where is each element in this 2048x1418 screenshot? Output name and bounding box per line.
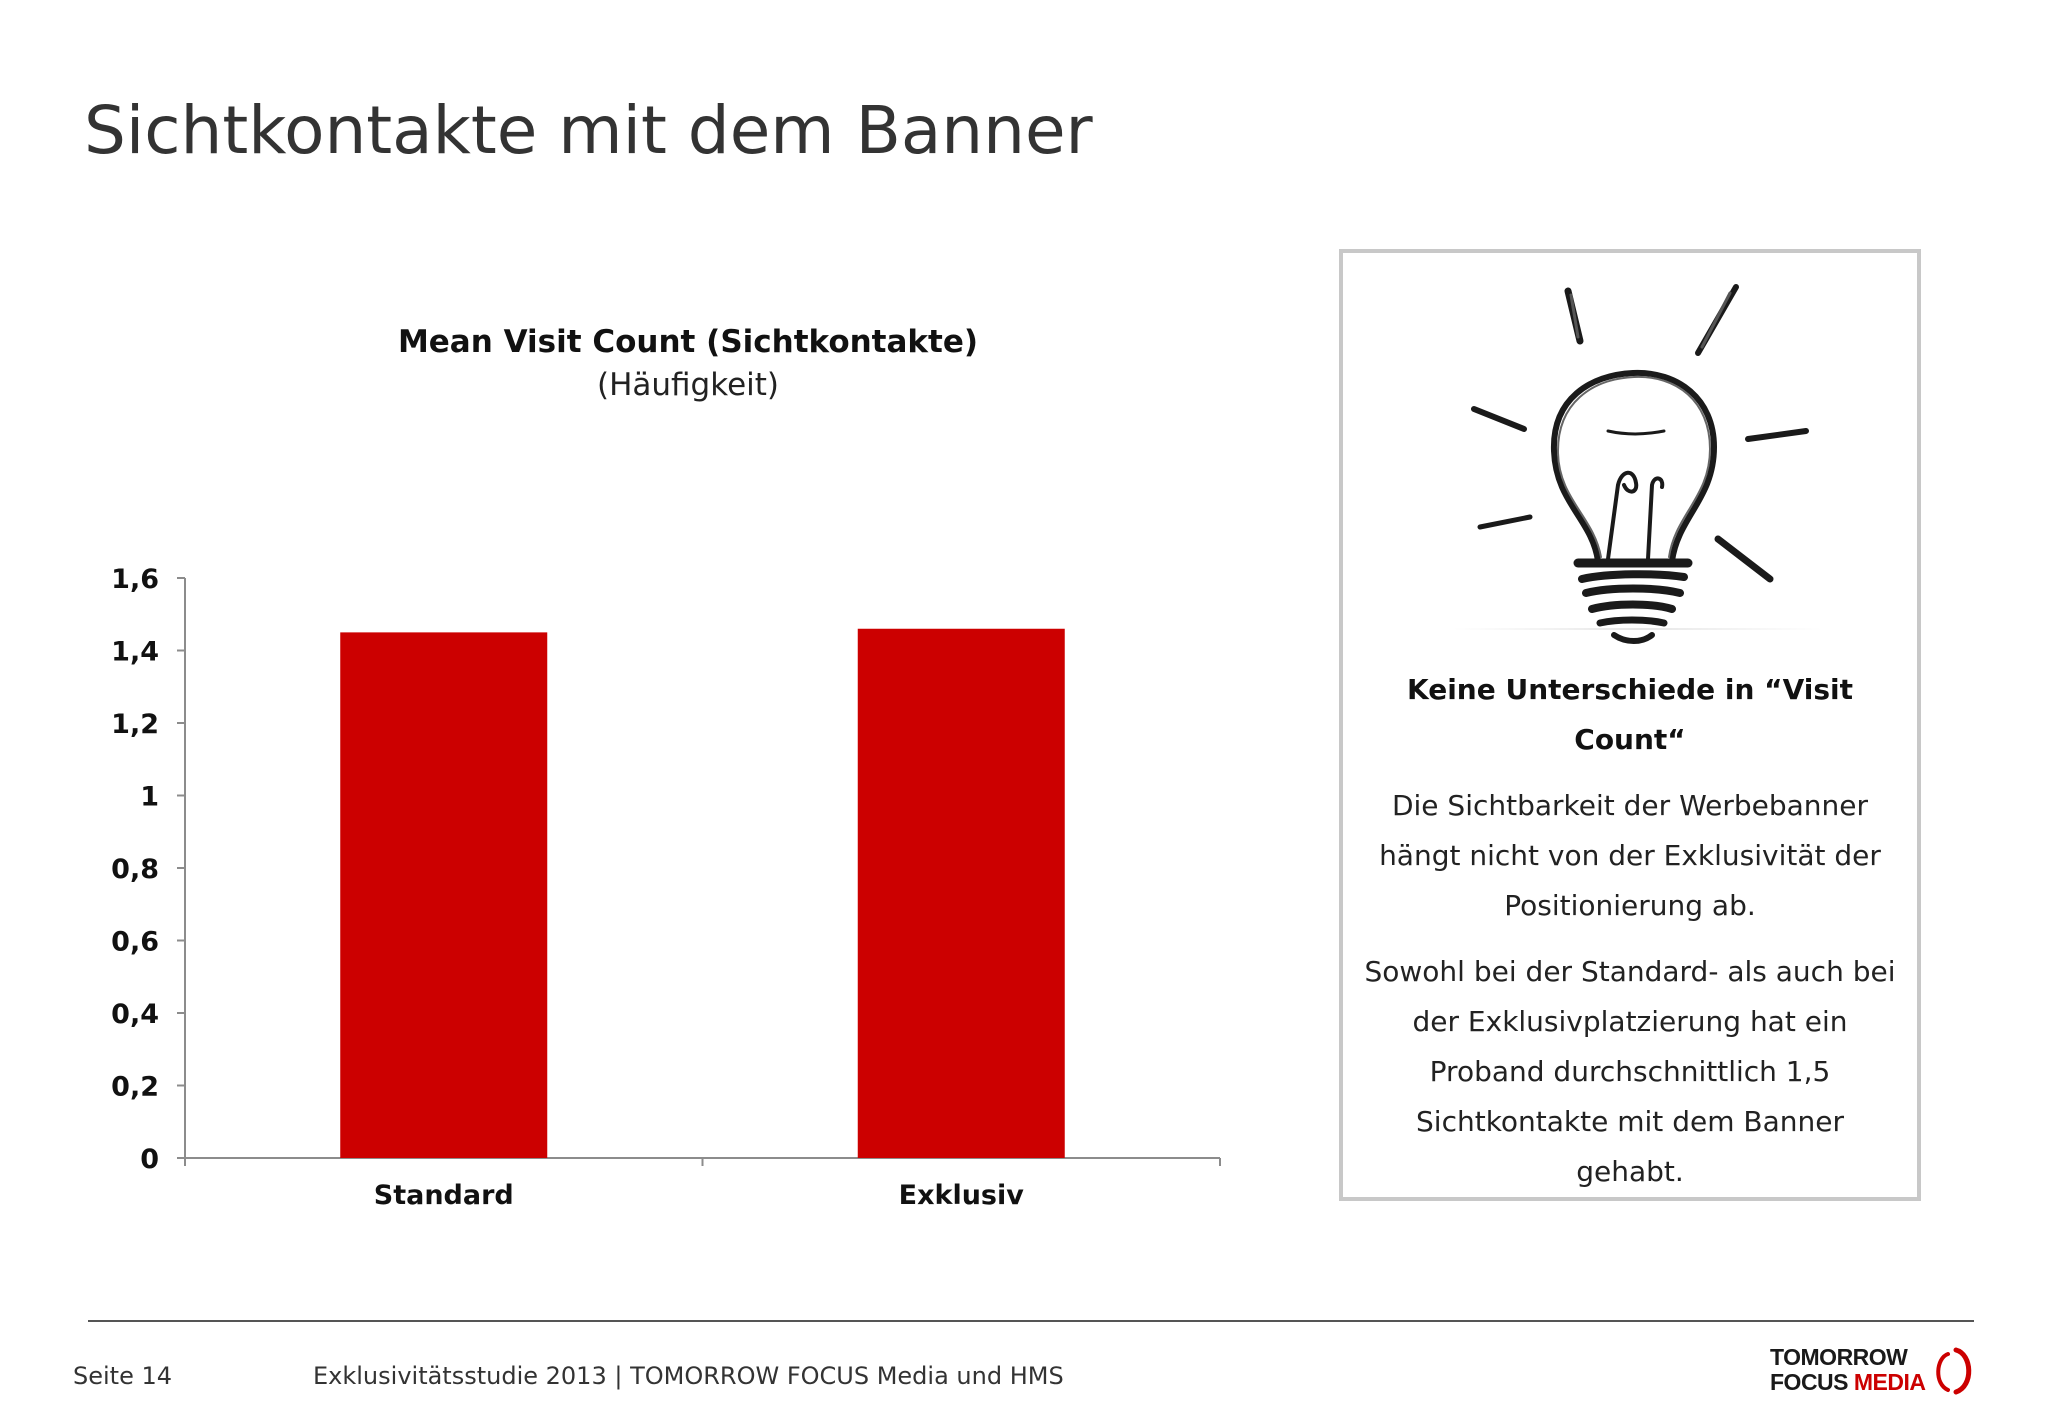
info-paragraph-1: Die Sichtbarkeit der Werbebanner hängt n…: [1379, 789, 1881, 922]
info-paragraph-2: Sowohl bei der Standard- als auch bei de…: [1364, 955, 1896, 1188]
logo-text-media: MEDIA: [1853, 1369, 1926, 1395]
x-category-label: Standard: [374, 1180, 514, 1211]
page-number: Seite 14: [73, 1362, 173, 1390]
bar-standard: [340, 632, 548, 1158]
y-tick-label: 0,2: [111, 1072, 159, 1103]
y-tick-label: 0,4: [111, 999, 159, 1030]
x-category-label: Exklusiv: [899, 1180, 1025, 1211]
chart-labels: 0 0,2 0,4 0,6 0,8 1 1,2 1,4 1,6 Standard Exklusiv: [111, 564, 1024, 1211]
tomorrow-focus-media-logo: TOMORROW FOCUS MEDIA: [1770, 1342, 1980, 1406]
icon-shadow-line: [1453, 628, 1823, 630]
info-text: Keine Unterschiede in “Visit Count“ Die …: [1359, 665, 1901, 1213]
y-tick-label: 1,2: [111, 709, 159, 740]
page-title: Sichtkontakte mit dem Banner: [84, 92, 1093, 169]
chart-title: Mean Visit Count (Sichtkontakte): [398, 324, 978, 360]
y-tick-label: 1,6: [111, 564, 159, 595]
y-tick-label: 0: [140, 1144, 159, 1175]
bar-chart: Mean Visit Count (Sichtkontakte) (Häufig…: [111, 324, 1221, 1211]
y-tick-label: 1,4: [111, 637, 159, 668]
chart-subtitle: (Häufigkeit): [597, 367, 779, 403]
chart-bars: [340, 628, 1065, 1158]
logo-text-line2: FOCUS MEDIA: [1770, 1369, 1926, 1396]
logo-text-focus: FOCUS: [1770, 1369, 1849, 1395]
y-tick-label: 1: [140, 782, 159, 813]
logo-text-line1: TOMORROW: [1770, 1344, 1908, 1370]
y-tick-label: 0,8: [111, 854, 159, 885]
logo-mark-icon: [1936, 1347, 1972, 1395]
info-heading: Keine Unterschiede in “Visit Count“: [1407, 673, 1853, 756]
bar-exklusiv: [857, 628, 1065, 1158]
y-tick-label: 0,6: [111, 927, 159, 958]
footer-study-label: Exklusivitätsstudie 2013 | TOMORROW FOCU…: [313, 1362, 1064, 1390]
lightbulb-icon: [1471, 284, 1809, 644]
footer-divider: [88, 1320, 1974, 1322]
info-box: Keine Unterschiede in “Visit Count“ Die …: [1339, 249, 1921, 1201]
